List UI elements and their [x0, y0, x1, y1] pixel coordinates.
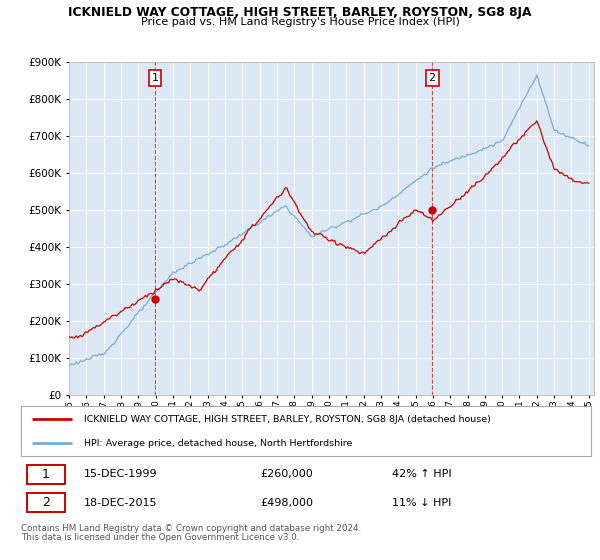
- Text: 11% ↓ HPI: 11% ↓ HPI: [392, 498, 451, 508]
- Text: £498,000: £498,000: [260, 498, 313, 508]
- Text: 2: 2: [428, 73, 436, 83]
- Text: HPI: Average price, detached house, North Hertfordshire: HPI: Average price, detached house, Nort…: [84, 439, 352, 448]
- Text: 1: 1: [151, 73, 158, 83]
- Text: Price paid vs. HM Land Registry's House Price Index (HPI): Price paid vs. HM Land Registry's House …: [140, 17, 460, 27]
- Text: 1: 1: [42, 468, 50, 481]
- Text: This data is licensed under the Open Government Licence v3.0.: This data is licensed under the Open Gov…: [21, 533, 299, 542]
- Bar: [27, 493, 65, 512]
- Text: 42% ↑ HPI: 42% ↑ HPI: [392, 469, 451, 479]
- Text: Contains HM Land Registry data © Crown copyright and database right 2024.: Contains HM Land Registry data © Crown c…: [21, 524, 361, 533]
- Bar: [27, 465, 65, 484]
- Text: £260,000: £260,000: [260, 469, 313, 479]
- Text: ICKNIELD WAY COTTAGE, HIGH STREET, BARLEY, ROYSTON, SG8 8JA (detached house): ICKNIELD WAY COTTAGE, HIGH STREET, BARLE…: [84, 414, 491, 423]
- Text: 15-DEC-1999: 15-DEC-1999: [84, 469, 157, 479]
- Text: ICKNIELD WAY COTTAGE, HIGH STREET, BARLEY, ROYSTON, SG8 8JA: ICKNIELD WAY COTTAGE, HIGH STREET, BARLE…: [68, 6, 532, 18]
- Text: 18-DEC-2015: 18-DEC-2015: [84, 498, 157, 508]
- Text: 2: 2: [42, 496, 50, 509]
